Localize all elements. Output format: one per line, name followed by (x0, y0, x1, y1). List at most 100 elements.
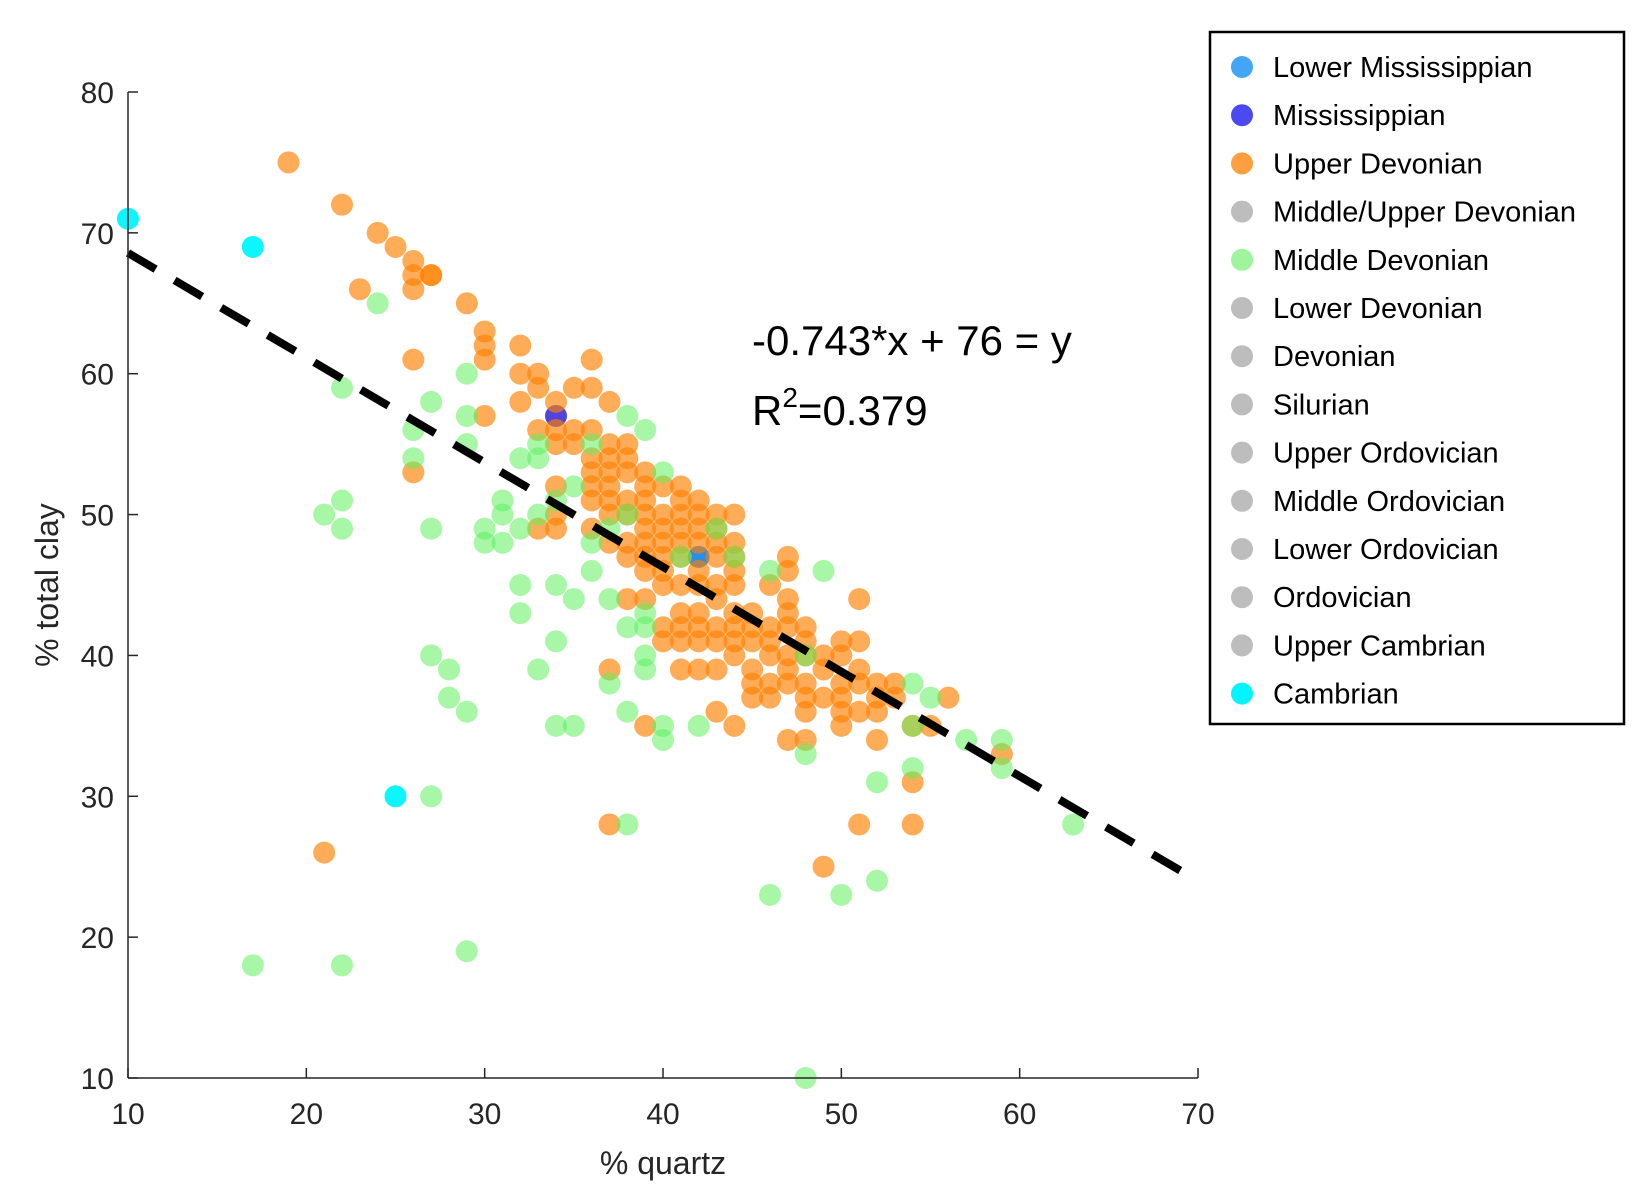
data-point-upper-devonian (562, 376, 585, 399)
legend-marker-lower-ordovician (1231, 538, 1253, 560)
data-point-upper-devonian (812, 686, 835, 709)
data-point-upper-devonian (848, 700, 871, 723)
data-point-middle-devonian (616, 813, 639, 836)
data-point-middle-devonian (455, 700, 478, 723)
data-point-middle-devonian (366, 292, 389, 315)
legend-label-middle-upper-devonian: Middle/Upper Devonian (1273, 197, 1576, 229)
legend-label-upper-ordovician: Upper Ordovician (1273, 438, 1499, 470)
legend-marker-middle-upper-devonian (1231, 200, 1253, 223)
data-point-upper-devonian (723, 714, 746, 737)
data-points (117, 151, 1085, 1089)
data-point-upper-devonian (937, 686, 960, 709)
data-point-upper-devonian (741, 630, 764, 653)
data-point-upper-devonian (545, 390, 567, 413)
data-point-upper-devonian (705, 630, 728, 653)
legend-label-middle-devonian: Middle Devonian (1273, 245, 1489, 277)
data-point-middle-devonian (420, 644, 443, 667)
data-point-middle-devonian (491, 503, 514, 526)
data-point-upper-devonian (509, 334, 532, 357)
legend-marker-upper-devonian (1231, 152, 1253, 175)
data-point-middle-devonian (616, 700, 639, 723)
data-point-upper-devonian (277, 151, 300, 174)
data-point-upper-devonian (598, 390, 621, 413)
legend-marker-middle-ordovician (1231, 489, 1253, 512)
data-point-middle-devonian (705, 517, 728, 540)
y-tick-label: 50 (81, 500, 114, 533)
data-point-upper-devonian (402, 278, 425, 301)
data-point-upper-devonian (402, 348, 425, 371)
data-point-upper-devonian (669, 630, 692, 653)
data-point-middle-devonian (527, 447, 550, 470)
data-point-middle-devonian (634, 658, 657, 681)
data-point-upper-devonian (776, 672, 799, 695)
x-axis-title: % quartz (600, 1145, 726, 1181)
axes: 10 20 30 40 50 60 70 10 20 30 40 50 60 70 80 (81, 77, 1215, 1131)
data-point-middle-devonian (669, 545, 692, 568)
data-point-middle-devonian (331, 489, 353, 512)
data-point-upper-devonian (901, 813, 924, 836)
data-point-upper-devonian (580, 376, 603, 399)
data-point-upper-devonian (545, 433, 567, 456)
data-point-upper-devonian (348, 278, 371, 301)
data-point-upper-devonian (759, 686, 781, 709)
data-point-cambrian (384, 785, 407, 808)
data-point-middle-devonian (616, 503, 639, 526)
data-point-middle-devonian (562, 475, 585, 498)
regression-fit-line (125, 249, 1201, 885)
data-point-upper-devonian (705, 700, 728, 723)
r2-prefix: R (752, 387, 782, 434)
data-point-middle-devonian (990, 728, 1013, 751)
legend-label-silurian: Silurian (1273, 389, 1370, 421)
data-point-middle-devonian (313, 503, 336, 526)
data-point-upper-devonian (687, 630, 710, 653)
data-point-middle-devonian (509, 517, 532, 540)
data-point-middle-devonian (759, 883, 781, 906)
data-point-upper-devonian (687, 531, 710, 554)
legend-marker-devonian (1231, 345, 1253, 368)
legend-marker-ordovician (1231, 586, 1253, 609)
data-point-upper-devonian (723, 503, 746, 526)
data-point-middle-devonian (455, 940, 478, 963)
data-point-middle-devonian (438, 686, 460, 709)
x-tick-label: 50 (825, 1098, 858, 1131)
data-point-upper-devonian (545, 517, 567, 540)
data-point-middle-devonian (491, 531, 514, 554)
data-point-middle-devonian (723, 545, 746, 568)
data-point-upper-devonian (830, 644, 853, 667)
legend-label-upper-cambrian: Upper Cambrian (1273, 630, 1486, 662)
legend-label-middle-ordovician: Middle Ordovician (1273, 486, 1505, 518)
data-point-middle-devonian (990, 757, 1013, 780)
data-point-upper-devonian (473, 404, 496, 427)
data-point-middle-devonian (652, 461, 674, 484)
y-axis-title: % total clay (29, 503, 65, 667)
legend-label-lower-devonian: Lower Devonian (1273, 293, 1483, 325)
data-point-middle-devonian (580, 433, 603, 456)
legend-marker-mississippian (1231, 104, 1253, 127)
data-point-cambrian (241, 235, 264, 258)
data-point-middle-devonian (794, 743, 817, 766)
data-point-middle-devonian (241, 954, 264, 977)
data-point-middle-devonian (420, 390, 443, 413)
data-point-middle-devonian (331, 376, 353, 399)
legend-label-devonian: Devonian (1273, 341, 1396, 373)
data-point-upper-devonian (848, 588, 871, 611)
data-point-middle-devonian (420, 785, 443, 808)
data-point-middle-devonian (509, 602, 532, 625)
data-point-middle-devonian (598, 588, 621, 611)
y-tick-label: 30 (81, 781, 114, 814)
data-point-middle-devonian (687, 714, 710, 737)
data-point-middle-devonian (545, 574, 567, 596)
legend-label-lower-ordovician: Lower Ordovician (1273, 534, 1499, 566)
y-tick-label: 80 (81, 77, 114, 110)
data-point-middle-devonian (598, 672, 621, 695)
data-point-middle-devonian (331, 517, 353, 540)
x-tick-label: 10 (111, 1098, 144, 1131)
legend-marker-upper-ordovician (1231, 441, 1253, 464)
data-point-middle-devonian (545, 714, 567, 737)
data-point-upper-devonian (313, 841, 336, 864)
data-point-upper-devonian (687, 658, 710, 681)
data-point-upper-devonian (652, 630, 674, 653)
data-point-middle-devonian (420, 517, 443, 540)
data-point-upper-devonian (705, 658, 728, 681)
legend-label-mississippian: Mississippian (1273, 100, 1445, 132)
